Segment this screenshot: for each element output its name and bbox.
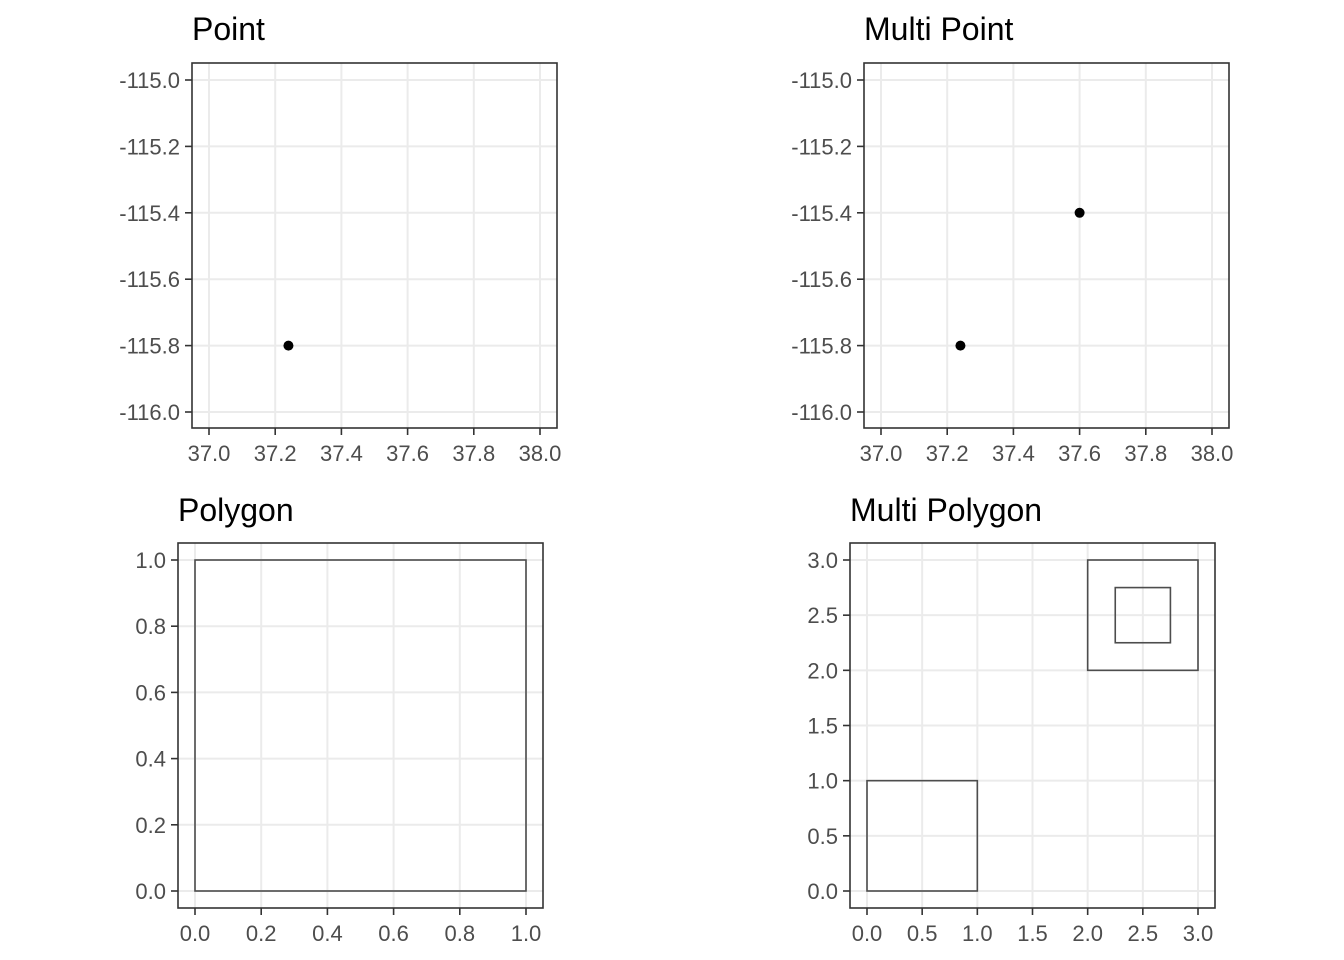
x-tick-label: 0.8 [445,921,476,946]
y-tick-label: 0.4 [135,747,166,772]
y-tick-label: -115.0 [119,68,180,93]
y-tick-label: 0.0 [807,879,838,904]
y-tick-label: 0.8 [135,614,166,639]
y-tick-label: -115.6 [119,267,180,292]
panel-border [191,62,558,429]
panel-border [177,542,544,909]
x-tick-label: 37.2 [254,441,297,466]
data-point-0 [283,340,294,351]
panel-2: Polygon 0.0 0.2 0.4 0.6 0.8 1.0 1.0 0.8 0.6 0.4 0.2… [135,492,544,946]
y-tick-label: 1.0 [807,769,838,794]
x-tick-label: 1.0 [511,921,542,946]
x-tick-label: 37.0 [188,441,231,466]
panel-border [863,62,1230,429]
y-tick-label: -116.0 [791,400,852,425]
y-tick-label: 1.5 [807,714,838,739]
x-tick-label: 0.5 [907,921,938,946]
x-tick-label: 37.4 [320,441,363,466]
y-tick-label: -116.0 [119,400,180,425]
y-tick-label: 1.0 [135,548,166,573]
y-tick-label: -115.8 [119,334,180,359]
x-tick-label: 37.6 [1058,441,1101,466]
x-tick-label: 37.2 [926,441,969,466]
x-tick-label: 37.4 [992,441,1035,466]
polygon-ring-1 [1086,559,1199,672]
panel-title: Polygon [178,492,294,528]
panel-3: Multi Polygon 0.0 0.5 1.0 1.5 2.0 2.5 3.0 3.0 2.5… [807,492,1216,946]
x-tick-label: 37.0 [860,441,903,466]
panel-1: Multi Point 37.0 37.2 37.4 37.6 37.8 38.0 -115.… [791,11,1233,466]
y-tick-label: -115.8 [791,334,852,359]
y-tick-label: -115.4 [119,201,180,226]
y-tick-label: 0.0 [135,879,166,904]
x-tick-label: 1.5 [1017,921,1048,946]
data-point-0 [955,340,966,351]
polygon-ring-0 [866,779,979,892]
x-tick-label: 3.0 [1183,921,1214,946]
x-tick-label: 2.5 [1128,921,1159,946]
y-tick-label: -115.6 [791,267,852,292]
polygon-ring-0 [194,559,527,892]
x-tick-label: 1.0 [962,921,993,946]
x-tick-label: 38.0 [519,441,562,466]
polygon-ring-2 [1114,586,1172,644]
y-tick-label: -115.2 [119,134,180,159]
x-tick-label: 37.8 [1124,441,1167,466]
y-tick-label: 2.5 [807,603,838,628]
x-tick-label: 37.8 [452,441,495,466]
y-tick-label: 0.6 [135,680,166,705]
x-tick-label: 2.0 [1072,921,1103,946]
panel-title: Point [192,11,265,47]
x-tick-label: 0.4 [312,921,343,946]
data-point-1 [1074,207,1085,218]
y-tick-label: -115.0 [791,68,852,93]
y-tick-label: 0.5 [807,824,838,849]
y-tick-label: -115.4 [791,201,852,226]
x-tick-label: 0.2 [246,921,277,946]
x-tick-label: 0.0 [852,921,883,946]
y-tick-label: 0.2 [135,813,166,838]
y-tick-label: 2.0 [807,658,838,683]
panel-0: Point 37.0 37.2 37.4 37.6 37.8 38.0 -115.0 -115.… [119,11,561,466]
panel-title: Multi Point [864,11,1014,47]
y-tick-label: -115.2 [791,134,852,159]
x-tick-label: 0.6 [378,921,409,946]
x-tick-label: 38.0 [1191,441,1234,466]
panel-title: Multi Polygon [850,492,1042,528]
x-tick-label: 37.6 [386,441,429,466]
x-tick-label: 0.0 [180,921,211,946]
y-tick-label: 3.0 [807,548,838,573]
